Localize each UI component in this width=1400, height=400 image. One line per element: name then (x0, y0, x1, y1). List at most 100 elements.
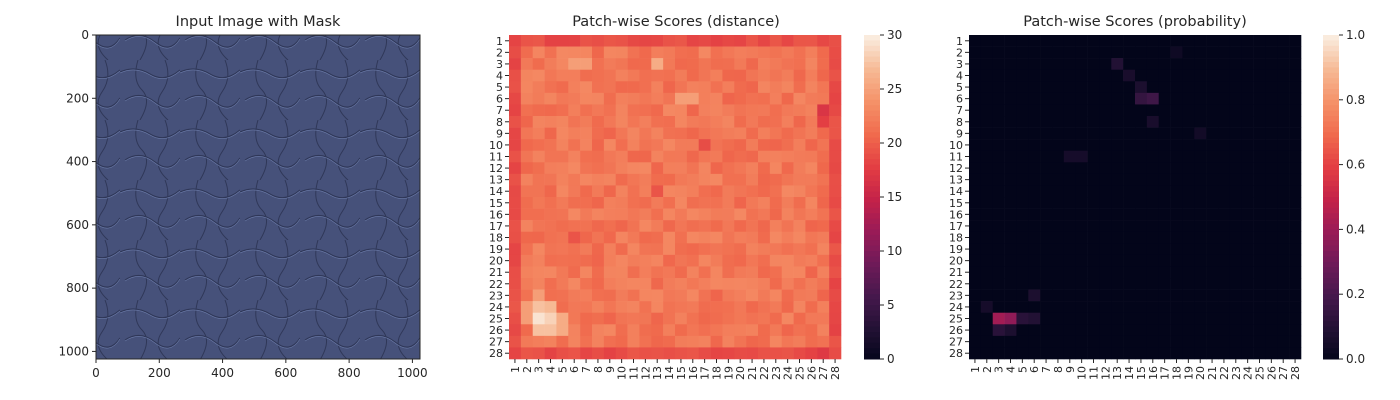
heatmap-cell (615, 173, 628, 186)
heatmap-cell (829, 35, 842, 47)
heatmap-cell (734, 185, 747, 198)
heatmap-cell (1028, 266, 1041, 279)
row-tick-label: 23 (489, 289, 503, 302)
heatmap-cell (603, 312, 617, 325)
heatmap-cell (1277, 254, 1290, 267)
heatmap-cell (1052, 127, 1065, 140)
heatmap-cell (1265, 266, 1278, 279)
heatmap-cell (627, 208, 640, 221)
heatmap-cell (1229, 185, 1243, 198)
heatmap-cell (710, 312, 723, 325)
heatmap-cell (992, 150, 1005, 163)
heatmap-cell (781, 301, 794, 314)
heatmap-cell (520, 116, 534, 128)
heatmap-cell (1194, 231, 1207, 244)
heatmap-cell (1146, 150, 1160, 163)
colorbar-segment (864, 148, 880, 155)
heatmap-cell (734, 69, 747, 82)
heatmap-cell (1277, 46, 1290, 59)
heatmap-cell (1075, 254, 1088, 267)
heatmap-cell (1229, 58, 1243, 71)
heatmap-cell (1040, 335, 1053, 348)
heatmap-cell (1123, 347, 1136, 360)
heatmap-cell (627, 104, 640, 117)
heatmap-cell (758, 243, 771, 256)
heatmap-cell (1099, 46, 1112, 59)
heatmap-cell (1028, 185, 1041, 198)
heatmap-cell (1052, 173, 1065, 186)
heatmap-cell (1241, 116, 1254, 128)
heatmap-cell (639, 92, 652, 105)
colorbar-segment (1323, 207, 1339, 214)
colorbar-segment (1323, 153, 1339, 160)
heatmap-cell (1265, 301, 1278, 314)
row-tick-label: 21 (489, 266, 503, 279)
panel1-ytick-label: 600 (66, 218, 89, 232)
heatmap-cell (746, 197, 759, 209)
heatmap-cell (746, 139, 759, 152)
colorbar-segment (864, 315, 880, 322)
heatmap-cell (544, 347, 557, 360)
heatmap-cell (603, 208, 617, 221)
heatmap-cell (675, 301, 688, 314)
heatmap-cell (603, 197, 617, 209)
heatmap-cell (1123, 335, 1136, 348)
heatmap-cell (651, 81, 664, 94)
heatmap-cell (969, 266, 982, 279)
heatmap-cell (769, 301, 783, 314)
heatmap-cell (1063, 35, 1077, 47)
heatmap-cell (734, 35, 747, 47)
heatmap-cell (698, 46, 711, 59)
heatmap-cell (592, 173, 605, 186)
heatmap-cell (651, 127, 664, 140)
heatmap-cell (1040, 208, 1053, 221)
heatmap-cell (615, 69, 628, 82)
heatmap-cell (734, 150, 747, 163)
heatmap-cell (663, 58, 676, 71)
heatmap-cell (1253, 127, 1266, 140)
heatmap-cell (627, 312, 640, 325)
panel1-ytick-label: 200 (66, 91, 89, 105)
heatmap-cell (1158, 127, 1171, 140)
heatmap-cell (663, 35, 676, 47)
heatmap-cell (992, 58, 1005, 71)
heatmap-cell (544, 324, 557, 337)
heatmap-cell (651, 173, 664, 186)
heatmap-cell (722, 289, 735, 302)
heatmap-cell (734, 46, 747, 59)
heatmap-cell (1040, 162, 1053, 175)
heatmap-cell (1289, 335, 1302, 348)
col-tick-label: 17 (699, 366, 712, 380)
heatmap-cell (1170, 347, 1183, 360)
heatmap-cell (686, 208, 700, 221)
heatmap-cell (746, 312, 759, 325)
heatmap-cell (781, 150, 794, 163)
heatmap-cell (980, 289, 994, 302)
heatmap-cell (980, 335, 994, 348)
heatmap-cell (1277, 162, 1290, 175)
heatmap-cell (1158, 254, 1171, 267)
heatmap-cell (1218, 289, 1231, 302)
heatmap-cell (568, 312, 581, 325)
heatmap-cell (1206, 266, 1219, 279)
heatmap-cell (1016, 104, 1029, 117)
heatmap-cell (992, 301, 1005, 314)
heatmap-cell (1087, 266, 1100, 279)
heatmap-cell (544, 185, 557, 198)
heatmap-cell (734, 81, 747, 94)
heatmap-cell (544, 139, 557, 152)
heatmap-cell (1289, 324, 1302, 337)
heatmap-cell (722, 335, 735, 348)
heatmap-cell (698, 69, 711, 82)
heatmap-cell (758, 127, 771, 140)
heatmap-cell (698, 266, 711, 279)
heatmap-cell (722, 127, 735, 140)
heatmap-cell (793, 139, 806, 152)
heatmap-cell (1052, 104, 1065, 117)
row-tick-label: 7 (496, 104, 503, 117)
heatmap-cell (1289, 92, 1302, 105)
heatmap-cell (793, 347, 806, 360)
heatmap-cell (568, 231, 581, 244)
heatmap-cell (969, 289, 982, 302)
heatmap-cell (781, 35, 794, 47)
